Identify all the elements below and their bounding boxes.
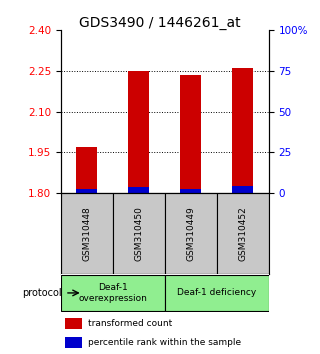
Text: GDS3490 / 1446261_at: GDS3490 / 1446261_at [79, 16, 241, 30]
Bar [232, 68, 253, 193]
Bar [128, 71, 149, 193]
Bar [232, 186, 253, 193]
Text: GSM310449: GSM310449 [186, 206, 195, 261]
Text: GSM310448: GSM310448 [82, 206, 91, 261]
Bar [165, 275, 269, 311]
Text: transformed count: transformed count [88, 319, 172, 328]
Bar [76, 147, 97, 193]
Bar [217, 193, 269, 274]
Bar [113, 193, 165, 274]
Bar [180, 189, 201, 193]
Bar [61, 275, 165, 311]
Text: protocol: protocol [22, 288, 62, 298]
Bar [76, 189, 97, 193]
Text: Deaf-1
overexpression: Deaf-1 overexpression [78, 283, 147, 303]
Bar [165, 193, 217, 274]
Text: GSM310450: GSM310450 [134, 206, 143, 261]
Text: Deaf-1 deficiency: Deaf-1 deficiency [177, 289, 256, 297]
Text: percentile rank within the sample: percentile rank within the sample [88, 338, 241, 347]
Bar [61, 193, 113, 274]
Bar [128, 187, 149, 193]
Bar [180, 75, 201, 193]
Bar [65, 337, 82, 348]
Text: GSM310452: GSM310452 [238, 206, 247, 261]
Bar [65, 318, 82, 329]
